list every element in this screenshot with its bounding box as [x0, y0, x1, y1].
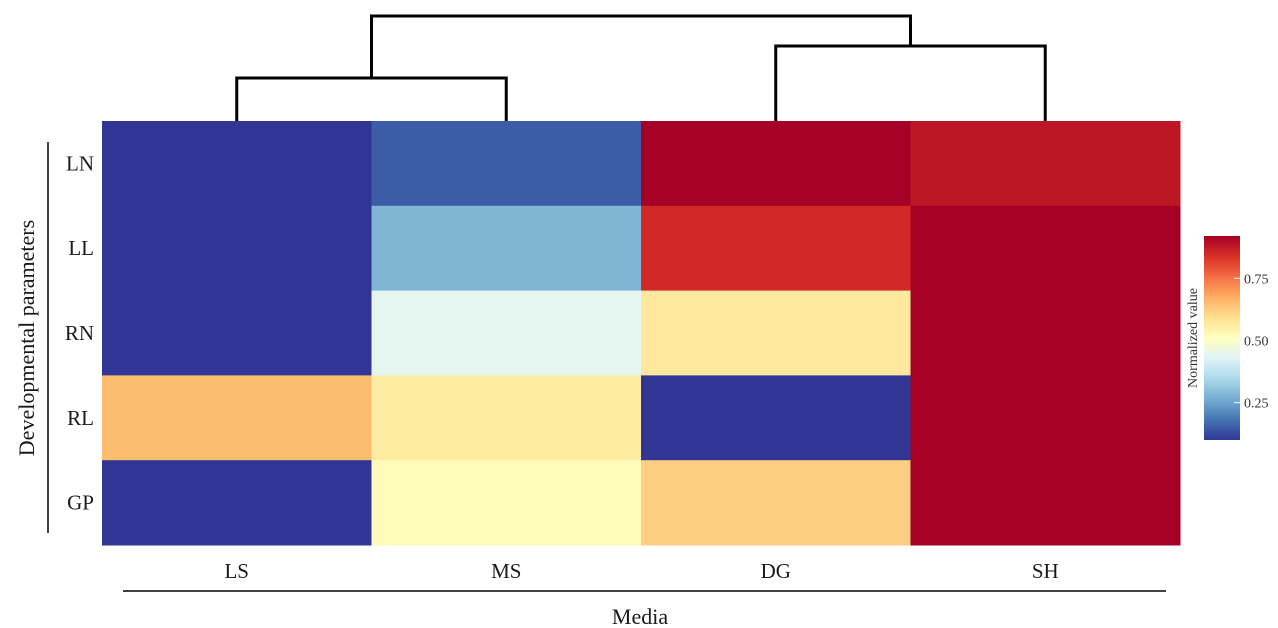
- y-tick-label: RN: [65, 321, 94, 345]
- heatmap-cell: [641, 375, 911, 461]
- heatmap-cell: [910, 290, 1181, 376]
- x-axis-title: Media: [612, 604, 668, 628]
- x-tick-label: SH: [1032, 559, 1059, 583]
- y-axis-ticks: LN LL RN RL GP: [65, 151, 94, 514]
- y-tick-label: LN: [66, 151, 94, 175]
- heatmap-cell: [371, 205, 642, 292]
- heatmap-cell: [371, 375, 642, 461]
- colorbar-tick-label: 0.25: [1244, 397, 1269, 412]
- colorbar-ticks: 0.25 0.50 0.75: [1234, 272, 1269, 412]
- heatmap-cell: [371, 460, 642, 546]
- heatmap-cell: [102, 121, 372, 207]
- heatmap-cell: [641, 205, 911, 292]
- x-tick-label: LS: [224, 559, 249, 583]
- heatmap-cell: [910, 205, 1181, 292]
- dendrogram-link: [235, 76, 508, 121]
- colorbar-tick-label: 0.50: [1244, 334, 1269, 349]
- heatmap-cell: [910, 121, 1181, 207]
- heatmap-cell: [910, 460, 1181, 546]
- column-dendrogram: [235, 14, 1047, 121]
- heatmap-cell: [910, 375, 1181, 461]
- x-tick-label: MS: [491, 559, 521, 583]
- heatmap-cell: [371, 290, 642, 376]
- heatmap-cell: [102, 290, 372, 376]
- heatmap-cell: [371, 121, 642, 207]
- heatmap-cell: [102, 205, 372, 292]
- x-axis-ticks: LS MS DG SH: [224, 559, 1058, 583]
- colorbar-legend: Normalized value 0.25 0.50 0.75: [1186, 236, 1269, 440]
- heatmap-cells: [102, 121, 1181, 546]
- colorbar-title: Normalized value: [1186, 288, 1201, 388]
- dendrogram-link: [370, 14, 912, 78]
- y-tick-label: RL: [67, 406, 94, 430]
- y-axis-title: Developmental parameters: [14, 220, 39, 456]
- y-tick-label: GP: [67, 491, 94, 515]
- dendrogram-link: [774, 44, 1047, 121]
- x-tick-label: DG: [761, 559, 791, 583]
- heatmap-cell: [641, 121, 911, 207]
- y-tick-label: LL: [68, 236, 94, 260]
- heatmap-cell: [641, 460, 911, 546]
- heatmap-cell: [102, 375, 372, 461]
- colorbar-tick-label: 0.75: [1244, 272, 1269, 287]
- heatmap-cell: [641, 290, 911, 376]
- heatmap-cell: [102, 460, 372, 546]
- colorbar: [1204, 236, 1240, 440]
